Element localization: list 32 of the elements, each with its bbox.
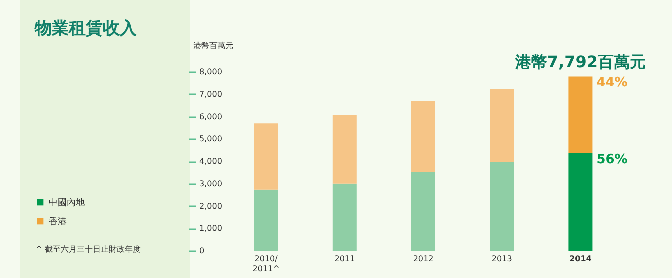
y-tick-label: 1,000 [200, 224, 222, 234]
bar [412, 172, 436, 251]
x-tick-label: 2011 [334, 254, 356, 264]
annotation: 港幣7,792百萬元 [514, 52, 646, 72]
y-tick-label: 7,000 [200, 90, 222, 99]
bar [254, 124, 278, 190]
bar [332, 115, 357, 184]
x-tick-label: 2012 [413, 254, 434, 264]
bar [412, 101, 436, 172]
x-tick-label: 2014 [570, 254, 592, 264]
legend-label: 香港 [49, 216, 67, 228]
y-tick-label: 6,000 [200, 112, 222, 122]
bar [490, 89, 514, 162]
legend-label: 中國內地 [49, 198, 85, 208]
y-tick-label: 2,000 [200, 202, 222, 211]
y-axis-title: 港幣百萬元 [194, 42, 234, 50]
y-tick-label: 5,000 [200, 134, 222, 144]
x-tick-label: 2013 [492, 254, 512, 264]
text: ^ 截至六月三十日止財政年度 [36, 245, 142, 254]
y-tick-label: 8,000 [200, 68, 222, 76]
y-tick-label: 0 [200, 246, 205, 256]
y-tick-label: 3,000 [200, 179, 222, 188]
text: 物業租賃收入 [34, 19, 138, 39]
bar [332, 184, 357, 251]
annotation: 56% [596, 152, 628, 168]
annotation: 44% [596, 76, 628, 91]
x-tick-label: 2010/2011^ [252, 254, 280, 274]
bar [568, 153, 593, 251]
bar [568, 76, 593, 154]
y-tick-label: 4,000 [200, 157, 222, 166]
bar [490, 162, 514, 251]
bar [254, 190, 278, 251]
